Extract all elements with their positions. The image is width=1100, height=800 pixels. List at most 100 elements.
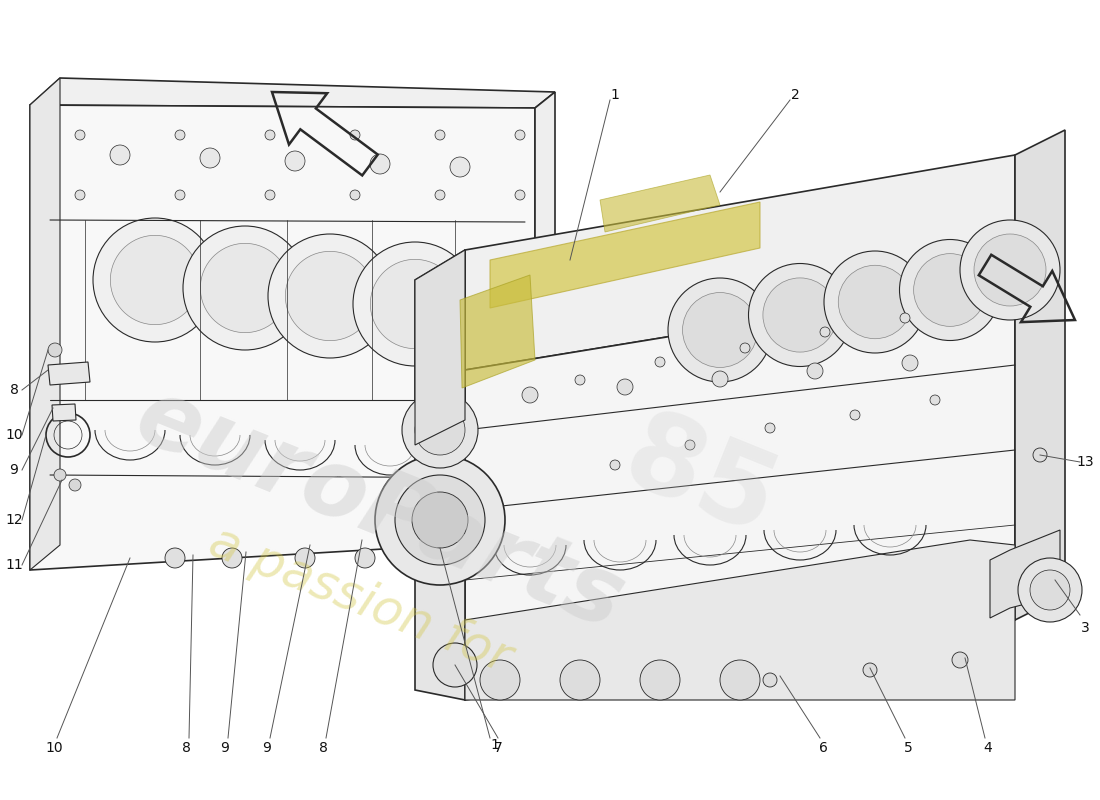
Circle shape	[824, 251, 926, 353]
Text: 6: 6	[818, 741, 827, 755]
Circle shape	[683, 293, 758, 367]
Circle shape	[838, 266, 912, 338]
Circle shape	[433, 643, 477, 687]
Circle shape	[610, 460, 620, 470]
Circle shape	[575, 375, 585, 385]
Circle shape	[974, 234, 1046, 306]
Circle shape	[515, 130, 525, 140]
Text: 8: 8	[182, 741, 190, 755]
Circle shape	[763, 278, 837, 352]
Circle shape	[900, 239, 1001, 341]
Circle shape	[1018, 558, 1082, 622]
Circle shape	[375, 455, 505, 585]
Circle shape	[617, 379, 632, 395]
Circle shape	[763, 673, 777, 687]
Circle shape	[355, 548, 375, 568]
Text: 8: 8	[319, 741, 328, 755]
Circle shape	[285, 251, 375, 341]
Circle shape	[952, 652, 968, 668]
Circle shape	[402, 392, 478, 468]
Circle shape	[268, 234, 392, 358]
Circle shape	[428, 250, 552, 374]
Text: 4: 4	[983, 741, 992, 755]
Circle shape	[395, 475, 485, 565]
Circle shape	[200, 148, 220, 168]
Text: 1: 1	[610, 88, 619, 102]
Circle shape	[350, 190, 360, 200]
Circle shape	[560, 660, 600, 700]
Polygon shape	[30, 78, 556, 108]
Text: 12: 12	[6, 513, 23, 527]
Polygon shape	[465, 540, 1015, 700]
Circle shape	[370, 154, 390, 174]
Circle shape	[807, 363, 823, 379]
Text: 11: 11	[6, 558, 23, 572]
Circle shape	[200, 243, 289, 333]
Polygon shape	[1015, 130, 1065, 620]
Circle shape	[371, 259, 460, 349]
Circle shape	[820, 327, 830, 337]
Text: a passion for: a passion for	[201, 518, 518, 682]
Text: 9: 9	[10, 463, 19, 477]
Circle shape	[54, 469, 66, 481]
Polygon shape	[465, 155, 1015, 370]
Circle shape	[480, 660, 520, 700]
Text: 1: 1	[491, 738, 499, 752]
Polygon shape	[600, 175, 720, 232]
Text: 9: 9	[221, 741, 230, 755]
Circle shape	[222, 548, 242, 568]
Circle shape	[265, 190, 275, 200]
Text: euroParts: euroParts	[123, 370, 637, 650]
Circle shape	[285, 151, 305, 171]
Circle shape	[94, 218, 217, 342]
Circle shape	[353, 242, 477, 366]
Circle shape	[914, 254, 987, 326]
Polygon shape	[490, 202, 760, 308]
Circle shape	[685, 440, 695, 450]
Text: 7: 7	[494, 741, 503, 755]
Circle shape	[522, 387, 538, 403]
Circle shape	[960, 220, 1060, 320]
Circle shape	[183, 226, 307, 350]
Polygon shape	[30, 78, 60, 570]
Circle shape	[110, 235, 199, 325]
Polygon shape	[30, 105, 535, 570]
Circle shape	[165, 548, 185, 568]
Circle shape	[110, 145, 130, 165]
Circle shape	[175, 190, 185, 200]
Text: 8: 8	[10, 383, 19, 397]
Text: 10: 10	[6, 428, 23, 442]
Circle shape	[75, 130, 85, 140]
Polygon shape	[465, 280, 1015, 700]
Circle shape	[450, 157, 470, 177]
Circle shape	[668, 278, 772, 382]
Circle shape	[1033, 448, 1047, 462]
Circle shape	[430, 548, 450, 568]
Circle shape	[295, 548, 315, 568]
Circle shape	[75, 190, 85, 200]
Circle shape	[720, 660, 760, 700]
Circle shape	[412, 492, 468, 548]
Polygon shape	[535, 92, 556, 540]
Circle shape	[748, 263, 851, 366]
Circle shape	[764, 423, 776, 433]
Circle shape	[415, 405, 465, 455]
Circle shape	[69, 479, 81, 491]
Circle shape	[515, 190, 525, 200]
Circle shape	[654, 357, 666, 367]
Circle shape	[850, 410, 860, 420]
Circle shape	[350, 130, 360, 140]
Text: 13: 13	[1076, 455, 1093, 469]
Circle shape	[930, 395, 940, 405]
Polygon shape	[415, 250, 465, 700]
Polygon shape	[48, 362, 90, 385]
Circle shape	[265, 130, 275, 140]
Circle shape	[48, 343, 62, 357]
Text: 2: 2	[791, 88, 800, 102]
Text: 10: 10	[45, 741, 63, 755]
Circle shape	[434, 130, 446, 140]
Text: 9: 9	[263, 741, 272, 755]
Circle shape	[446, 267, 535, 357]
Polygon shape	[990, 530, 1060, 618]
Text: 85: 85	[608, 402, 792, 558]
